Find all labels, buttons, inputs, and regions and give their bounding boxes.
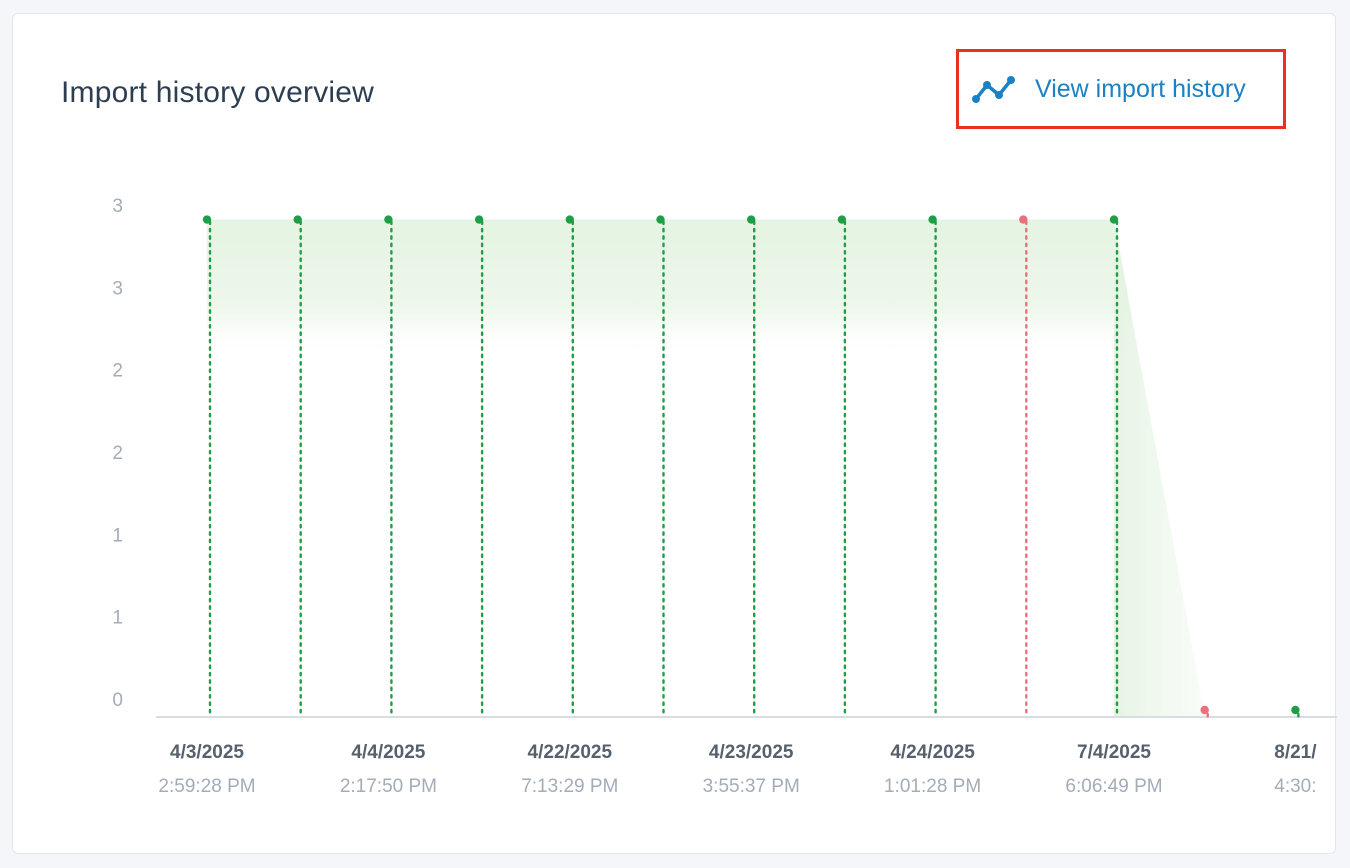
successful-import-point[interactable] <box>928 215 937 224</box>
failed-import-point[interactable] <box>1200 705 1209 715</box>
line-chart-icon <box>972 76 1015 103</box>
import-history-chart: 0 1 1 2 2 3 3 4/3/2025 2:59:28 PM 4/4/2025 2:17:5… <box>112 196 1337 797</box>
x-tick-time: 1:01:28 PM <box>884 776 981 797</box>
y-axis-ticks: 0 1 1 2 2 3 3 <box>112 196 123 711</box>
x-tick-label: 4/22/2025 7:13:29 PM <box>521 742 618 797</box>
x-tick-time: 6:06:49 PM <box>1065 776 1162 797</box>
view-import-history-button[interactable]: View import history <box>956 49 1286 129</box>
x-tick-date: 4/3/2025 <box>170 742 244 763</box>
x-tick-date: 4/4/2025 <box>351 742 425 763</box>
x-tick-time: 7:13:29 PM <box>521 776 618 797</box>
area-fill <box>207 219 1296 716</box>
view-import-history-label: View import history <box>1035 74 1246 103</box>
chart-droplines <box>208 220 1300 722</box>
failed-import-point[interactable] <box>1019 215 1028 224</box>
y-tick-label: 3 <box>112 278 123 299</box>
chart-area-fill <box>207 219 1296 716</box>
successful-import-point[interactable] <box>837 215 847 224</box>
successful-import-point[interactable] <box>293 215 302 224</box>
x-tick-label: 7/4/2025 6:06:49 PM <box>1065 742 1162 797</box>
y-tick-label: 3 <box>112 196 123 217</box>
x-tick-label: 4/3/2025 2:59:28 PM <box>158 742 255 797</box>
successful-import-point[interactable] <box>565 215 574 224</box>
x-tick-label: 4/24/2025 1:01:28 PM <box>884 742 981 797</box>
x-tick-label: 8/21/4:30: <box>1274 742 1317 797</box>
successful-import-point[interactable] <box>747 215 756 224</box>
area-drop-fill <box>1114 219 1205 716</box>
page-title: Import history overview <box>61 76 375 109</box>
import-history-card: 0 1 1 2 2 3 3 4/3/2025 2:59:28 PM 4/4/2025 2:17:5… <box>12 13 1337 854</box>
x-tick-time: 3:55:37 PM <box>703 776 800 797</box>
y-tick-label: 0 <box>112 690 123 711</box>
y-tick-label: 1 <box>112 608 123 629</box>
x-tick-time: 2:17:50 PM <box>340 776 437 797</box>
x-axis-ticks: 4/3/2025 2:59:28 PM 4/4/2025 2:17:50 PM 4/22… <box>158 742 1317 797</box>
chart-points <box>202 215 1300 715</box>
y-tick-label: 2 <box>112 443 123 464</box>
x-tick-date: 4/23/2025 <box>709 742 794 763</box>
successful-import-point[interactable] <box>384 215 393 224</box>
successful-import-point[interactable] <box>1291 705 1300 715</box>
y-tick-label: 2 <box>112 361 123 382</box>
successful-import-point[interactable] <box>202 215 212 224</box>
y-tick-label: 1 <box>112 525 123 546</box>
x-tick-date: 4/22/2025 <box>528 742 613 763</box>
x-tick-time: 2:59:28 PM <box>158 776 255 797</box>
x-tick-time: 4:30: <box>1274 776 1316 797</box>
x-tick-label: 4/4/2025 2:17:50 PM <box>340 742 437 797</box>
successful-import-point[interactable] <box>474 215 484 224</box>
successful-import-point[interactable] <box>1109 215 1119 224</box>
x-tick-date: 4/24/2025 <box>890 742 975 763</box>
x-tick-date: 8/21/ <box>1274 742 1317 763</box>
x-tick-date: 7/4/2025 <box>1077 742 1151 763</box>
x-tick-label: 4/23/2025 3:55:37 PM <box>703 742 800 797</box>
successful-import-point[interactable] <box>656 215 665 224</box>
